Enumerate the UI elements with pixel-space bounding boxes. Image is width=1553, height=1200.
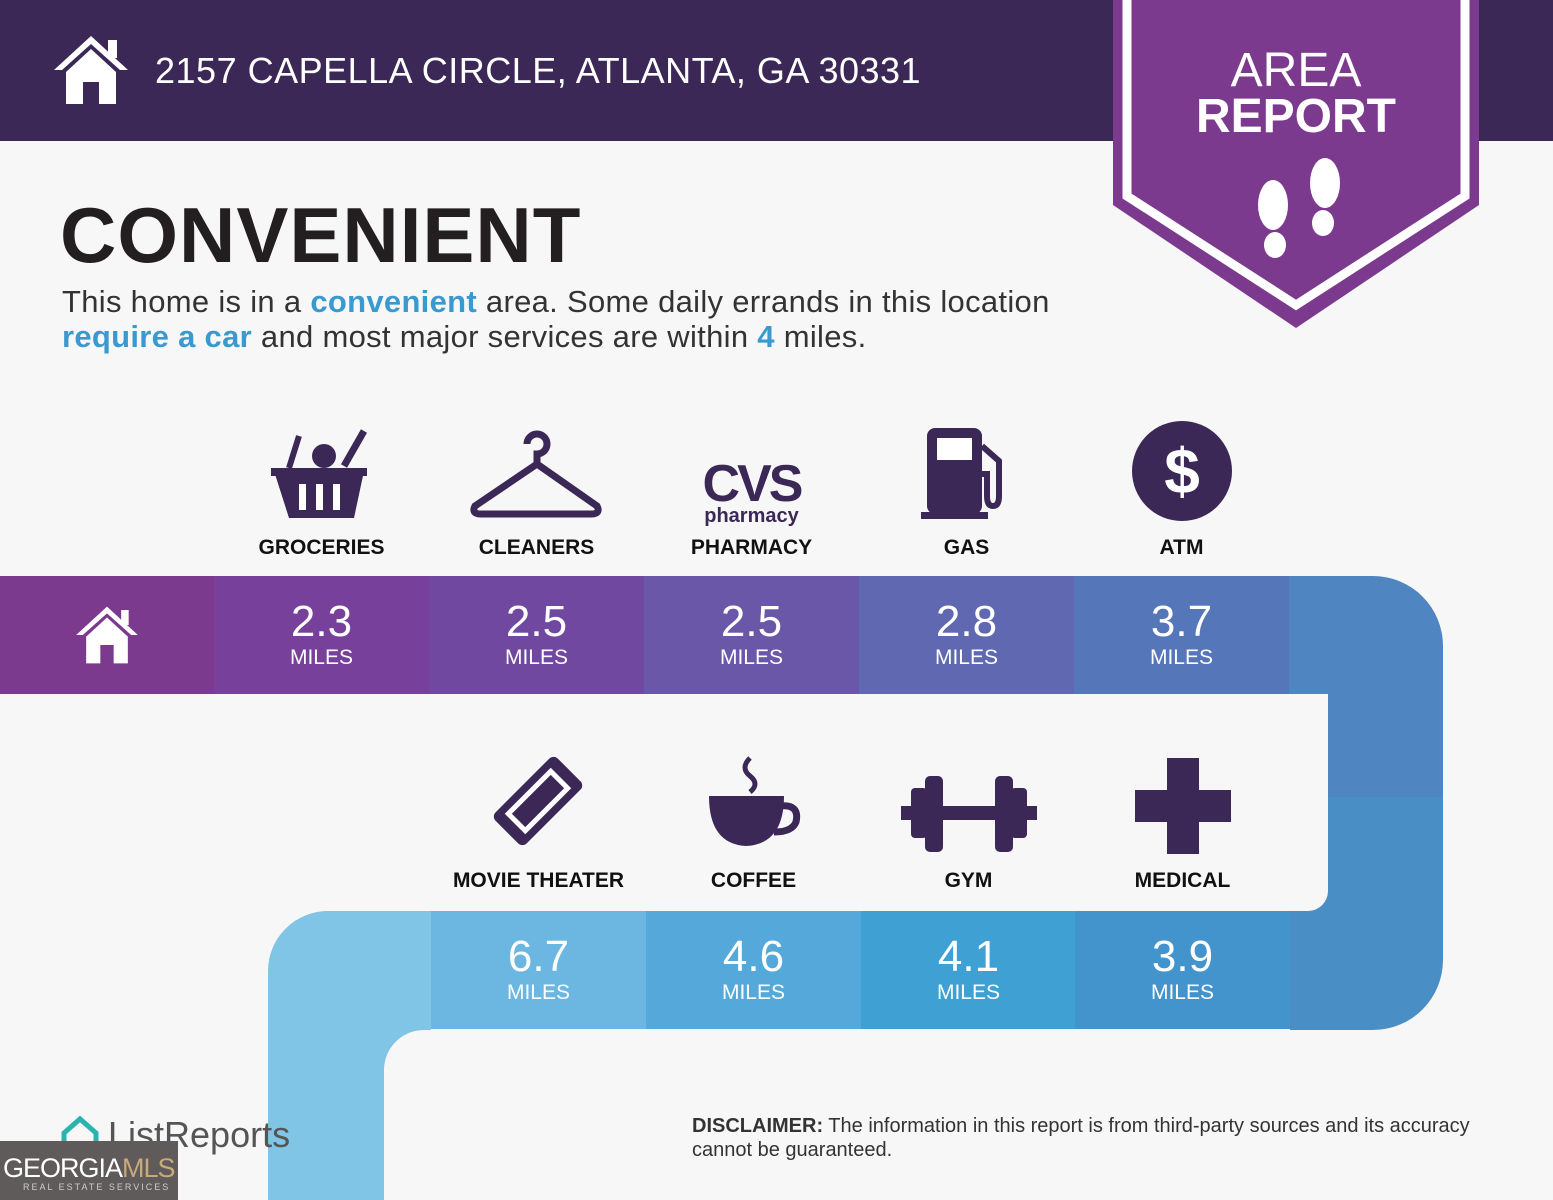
distance-cell: 4.6 MILES (646, 911, 861, 1029)
distance-cell: 3.7 MILES (1074, 576, 1289, 694)
svg-text:$: $ (1164, 435, 1200, 507)
distance-value: 2.5 (505, 597, 568, 646)
desc-text: area. Some daily errands in this locatio… (477, 284, 1050, 319)
desc-highlight: require a car (62, 319, 253, 354)
distance-value: 4.1 (937, 932, 1000, 981)
distance-unit: MILES (289, 646, 354, 669)
disclaimer: DISCLAIMER: The information in this repo… (692, 1114, 1512, 1162)
area-report-badge (1113, 0, 1479, 328)
badge-title: AREA REPORT (1113, 44, 1479, 143)
distance-unit: MILES (1149, 646, 1214, 669)
distance-value: 2.3 (290, 597, 353, 646)
desc-highlight: convenient (310, 284, 477, 319)
georgia-mls-logo: GEORGIAMLS REAL ESTATE SERVICES (0, 1141, 178, 1200)
distance-unit: MILES (721, 981, 786, 1004)
distance-unit: MILES (934, 646, 999, 669)
distance-cell: 3.9 MILES (1075, 911, 1290, 1029)
distance-cell: 2.5 MILES (644, 576, 859, 694)
distance-cell: 2.3 MILES (214, 576, 429, 694)
category-label: MOVIE THEATER (452, 869, 625, 892)
coffee-cup-icon (704, 754, 804, 859)
disclaimer-text: The information in this report is from t… (692, 1115, 1470, 1161)
dumbbell-icon (899, 774, 1039, 859)
distance-cell: 2.5 MILES (429, 576, 644, 694)
desc-highlight: 4 (757, 319, 775, 354)
dollar-icon: $ (1131, 421, 1232, 526)
distance-value: 3.9 (1151, 932, 1214, 981)
distance-cell: 4.1 MILES (861, 911, 1076, 1029)
category-label: MEDICAL (1134, 869, 1231, 892)
badge-line2: REPORT (1195, 90, 1396, 143)
distance-unit: MILES (506, 981, 571, 1004)
category-label: CLEANERS (478, 536, 595, 559)
distance-cell: 2.8 MILES (859, 576, 1074, 694)
distance-cell: 6.7 MILES (431, 911, 646, 1029)
distance-value: 6.7 (507, 932, 570, 981)
desc-text: and most major services are within (252, 319, 758, 354)
cvs-pharmacy-logo: CVS pharmacy (702, 455, 804, 527)
category-label: GROCERIES (258, 536, 385, 559)
category-label: GYM (944, 869, 993, 892)
description: This home is in a convenient area. Some … (62, 284, 1162, 354)
house-icon (76, 606, 138, 664)
disclaimer-label: DISCLAIMER: (692, 1115, 824, 1137)
distance-value: 2.5 (720, 597, 783, 646)
distance-unit: MILES (504, 646, 569, 669)
home-cell (0, 576, 214, 694)
category-label: PHARMACY (690, 536, 813, 559)
house-icon (54, 36, 128, 104)
distance-unit: MILES (936, 981, 1001, 1004)
badge-line1: AREA (1230, 44, 1362, 97)
distance-value: 3.7 (1150, 597, 1213, 646)
distance-value: 2.8 (935, 597, 998, 646)
footprints-icon (1258, 158, 1340, 258)
medical-cross-icon (1134, 758, 1231, 859)
category-label: COFFEE (710, 869, 797, 892)
mls-text: MLS (122, 1153, 176, 1183)
category-label: ATM (1159, 536, 1204, 559)
mls-text: GEORGIA (3, 1153, 123, 1183)
gas-pump-icon (919, 426, 1014, 526)
desc-text: miles. (774, 319, 867, 354)
grocery-basket-icon (269, 426, 374, 526)
desc-text: This home is in a (62, 284, 311, 319)
distance-unit: MILES (1150, 981, 1215, 1004)
page-title: CONVENIENT (60, 191, 582, 279)
property-address: 2157 CAPELLA CIRCLE, ATLANTA, GA 30331 (155, 50, 922, 91)
distance-value: 4.6 (722, 932, 785, 981)
mls-subtitle: REAL ESTATE SERVICES (23, 1182, 171, 1192)
ticket-icon (486, 749, 591, 859)
distance-unit: MILES (719, 646, 784, 669)
hanger-icon (469, 426, 604, 526)
category-label: GAS (943, 536, 990, 559)
